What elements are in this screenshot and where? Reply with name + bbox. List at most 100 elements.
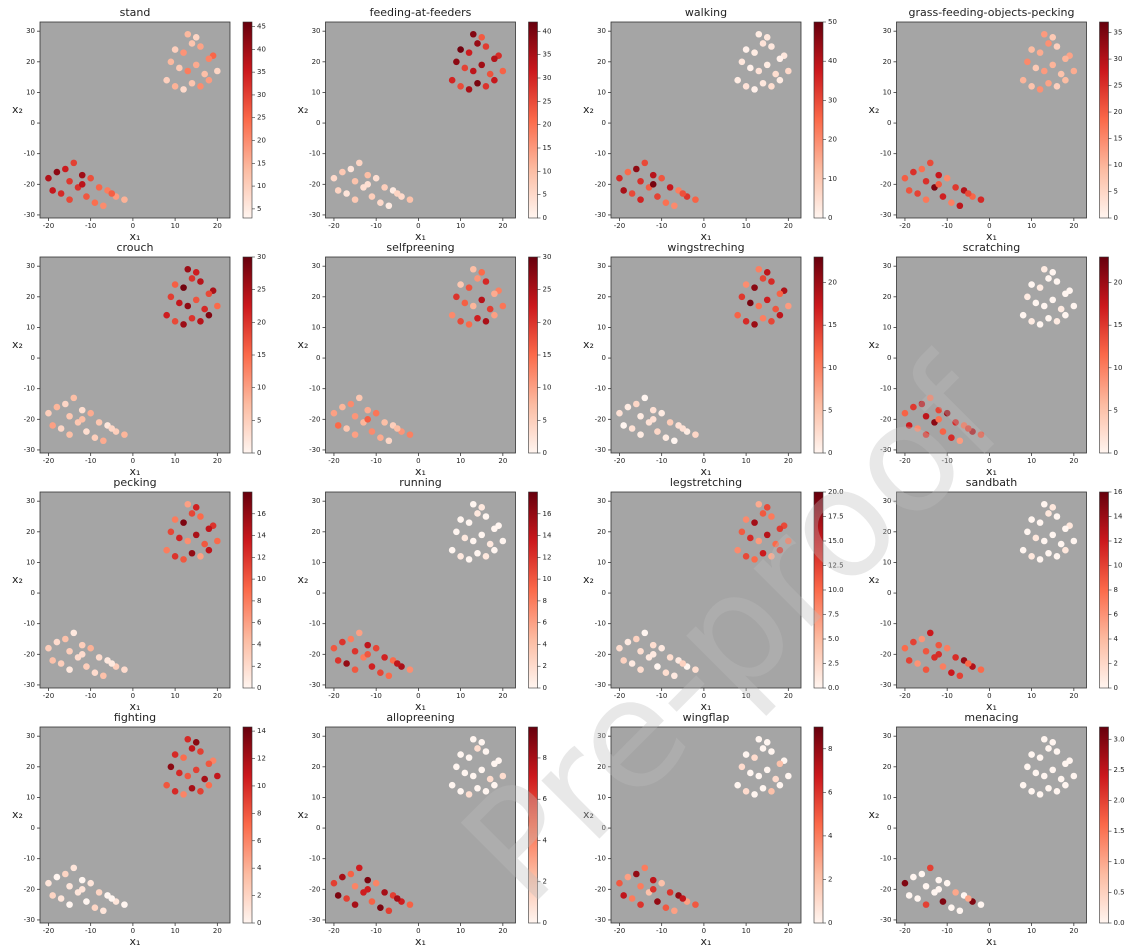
colorbar-tick-label: 0 (257, 449, 261, 457)
x-tick-label: 0 (987, 927, 991, 935)
colorbar-tick-label: 10 (1114, 364, 1123, 372)
point (666, 889, 674, 896)
point (658, 409, 665, 417)
x-tick-label: 20 (784, 457, 793, 465)
point (1045, 510, 1052, 517)
point (478, 61, 486, 69)
point (95, 654, 103, 661)
y-tick-label: -10 (595, 620, 606, 628)
point (171, 553, 179, 560)
y-tick-label: 10 (312, 88, 321, 96)
point (692, 901, 699, 908)
point (922, 647, 930, 655)
point (205, 290, 213, 298)
point (469, 537, 477, 545)
point (1057, 775, 1065, 783)
point (624, 873, 632, 881)
y-tick-label: -30 (880, 211, 891, 219)
point (977, 431, 985, 438)
y-tick-label: 10 (883, 88, 892, 96)
point (679, 895, 687, 902)
point (184, 302, 192, 310)
point (649, 181, 657, 188)
colorbar-tick-label: 5 (543, 416, 547, 424)
point (662, 434, 670, 441)
colorbar-tick-label: 0 (1114, 449, 1118, 457)
point (943, 879, 951, 887)
point (53, 403, 61, 411)
point (1036, 49, 1044, 56)
point (339, 168, 346, 176)
point (742, 281, 750, 288)
point (478, 34, 486, 41)
point (334, 187, 342, 194)
point (620, 892, 627, 899)
y-tick-label: -30 (24, 211, 35, 219)
y-tick-label: 20 (597, 58, 606, 66)
point (905, 892, 913, 899)
point (486, 70, 494, 78)
point (49, 422, 56, 429)
point (163, 546, 170, 554)
y-tick-label: -10 (880, 855, 891, 863)
point (637, 647, 644, 655)
point (977, 196, 985, 203)
point (100, 437, 107, 445)
point (776, 76, 784, 84)
y-tick-label: 10 (26, 793, 35, 801)
colorbar-tick-label: 4 (257, 640, 262, 648)
point (1070, 537, 1078, 545)
point (1053, 43, 1061, 50)
point (922, 666, 930, 673)
point (948, 199, 955, 206)
point (1057, 70, 1065, 78)
colorbar-tick-label: 1.0 (1114, 858, 1125, 866)
point (330, 409, 338, 417)
plot-area (610, 491, 802, 689)
point (905, 657, 913, 664)
point (83, 193, 90, 200)
point (666, 419, 674, 426)
point (1040, 772, 1048, 780)
point (628, 425, 636, 432)
y-tick-label: -10 (595, 150, 606, 158)
point (87, 879, 94, 887)
point (1032, 769, 1040, 777)
point (78, 171, 86, 179)
point (751, 754, 758, 761)
point (364, 876, 372, 884)
x-axis-label: x₁ (130, 230, 141, 243)
point (658, 644, 665, 652)
chart-title: pecking (113, 476, 156, 489)
point (763, 61, 771, 69)
x-tick-label: 10 (171, 457, 180, 465)
point (628, 190, 636, 197)
point (1028, 318, 1035, 325)
point (616, 644, 623, 652)
x-tick-label: 10 (1027, 692, 1036, 700)
point (66, 196, 73, 203)
chart-title: sandbath (966, 476, 1017, 489)
colorbar-tick-label: 12 (257, 755, 266, 763)
colorbar-tick-label: 15 (543, 351, 552, 359)
point (171, 788, 179, 795)
point (1036, 519, 1044, 526)
y-tick-label: -20 (309, 885, 320, 893)
y-tick-label: 30 (597, 732, 606, 740)
y-tick-label: 10 (312, 558, 321, 566)
point (654, 428, 661, 435)
colorbar-tick-label: 10 (543, 575, 552, 583)
point (956, 437, 964, 445)
x-tick-label: -10 (656, 457, 667, 465)
point (628, 660, 636, 667)
y-tick-label: -10 (309, 855, 320, 863)
point (964, 895, 972, 902)
point (692, 666, 699, 673)
point (355, 629, 363, 637)
x-axis-label: x₁ (986, 935, 997, 948)
point (1053, 513, 1061, 520)
colorbar (528, 256, 538, 454)
point (192, 504, 200, 511)
x-tick-label: 10 (456, 927, 465, 935)
point (1049, 296, 1057, 304)
